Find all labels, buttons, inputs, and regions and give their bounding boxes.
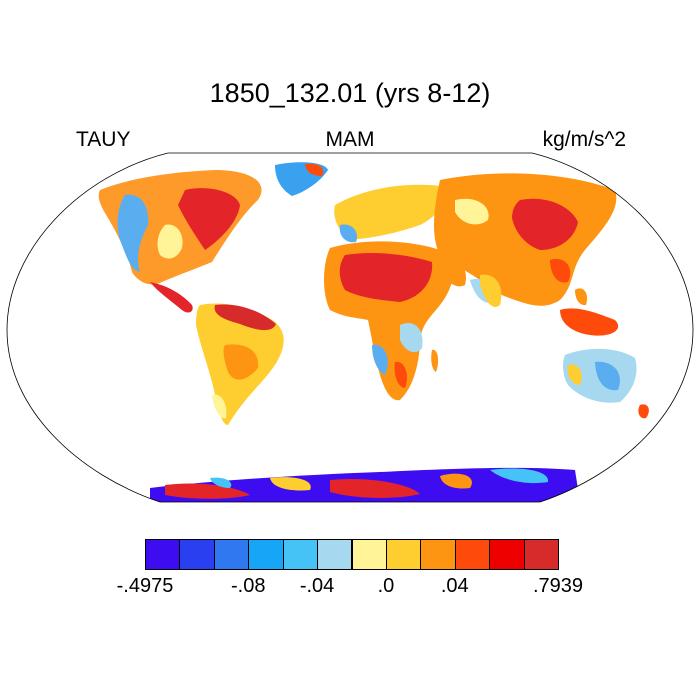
africa-red bbox=[339, 252, 433, 302]
colorbar-swatch bbox=[145, 539, 181, 570]
north-america-red bbox=[178, 188, 240, 250]
colorbar-label: -.08 bbox=[231, 575, 266, 597]
north-america-yellow bbox=[157, 224, 183, 259]
colorbar-label: .7939 bbox=[532, 575, 584, 597]
colorbar-swatch bbox=[317, 539, 353, 570]
north-america-blue bbox=[117, 194, 149, 272]
plot-title: 1850_132.01 (yrs 8-12) bbox=[209, 78, 491, 108]
south-america-red bbox=[214, 304, 276, 331]
colorbar-swatch bbox=[213, 539, 250, 570]
variable-label: TAUY bbox=[76, 128, 131, 151]
colorbar-swatch bbox=[454, 539, 491, 570]
colorbar-label: -.04 bbox=[299, 575, 335, 597]
colorbar-swatch bbox=[351, 539, 387, 570]
colorbar-swatch bbox=[385, 539, 422, 570]
colorbar-swatch bbox=[523, 539, 559, 570]
colorbar-label: .0 bbox=[377, 575, 395, 597]
colorbar-swatch bbox=[489, 539, 525, 570]
se-asia-islands bbox=[560, 308, 619, 336]
colorbar-swatch bbox=[282, 539, 319, 570]
central-america-field bbox=[150, 282, 193, 313]
colorbar-swatch bbox=[179, 539, 215, 570]
colorbar-swatch bbox=[248, 539, 284, 570]
colorbar-label: -.4975 bbox=[116, 575, 174, 597]
colorbar-label: .04 bbox=[440, 575, 469, 597]
europe-field bbox=[334, 184, 444, 240]
map-border bbox=[6, 152, 694, 503]
colorbar-swatch bbox=[420, 539, 456, 570]
season-label: MAM bbox=[325, 128, 375, 151]
units-label: kg/m/s^2 bbox=[542, 128, 626, 151]
asia-red bbox=[512, 198, 578, 250]
